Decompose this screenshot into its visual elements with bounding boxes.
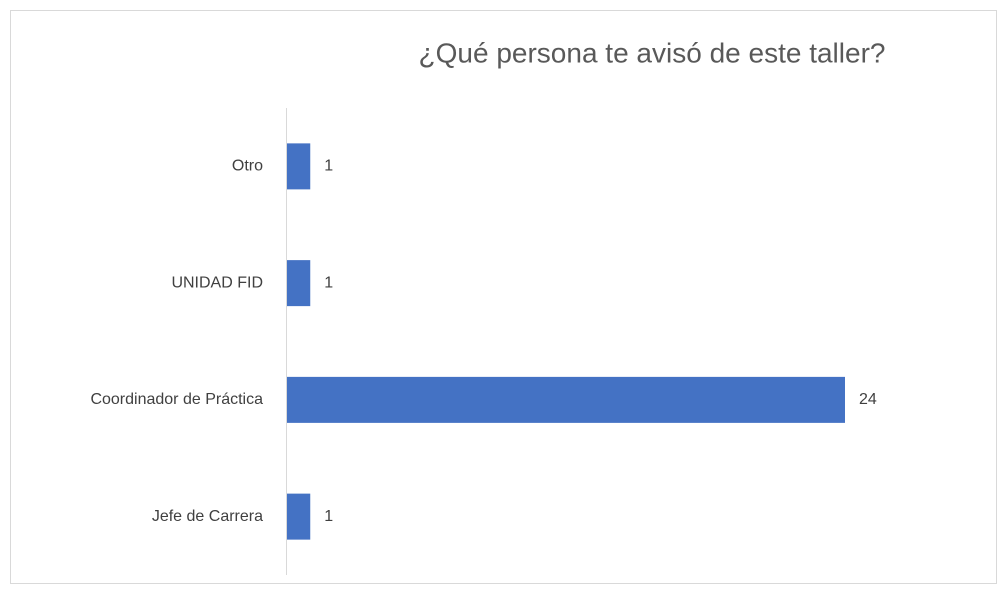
data-label: 1	[324, 508, 333, 525]
bar	[287, 143, 311, 190]
y-tick-label: Coordinador de Práctica	[90, 391, 263, 408]
bar	[287, 493, 311, 540]
bar	[287, 260, 311, 307]
data-label: 1	[324, 158, 333, 175]
bar	[287, 376, 845, 423]
y-tick-label: Otro	[232, 158, 263, 175]
chart-title: ¿Qué persona te avisó de este taller?	[419, 37, 886, 68]
data-label: 24	[859, 391, 877, 408]
y-tick-label: UNIDAD FID	[171, 274, 263, 291]
y-tick-label: Jefe de Carrera	[152, 508, 263, 525]
chart-border	[10, 10, 997, 584]
data-label: 1	[324, 274, 333, 291]
